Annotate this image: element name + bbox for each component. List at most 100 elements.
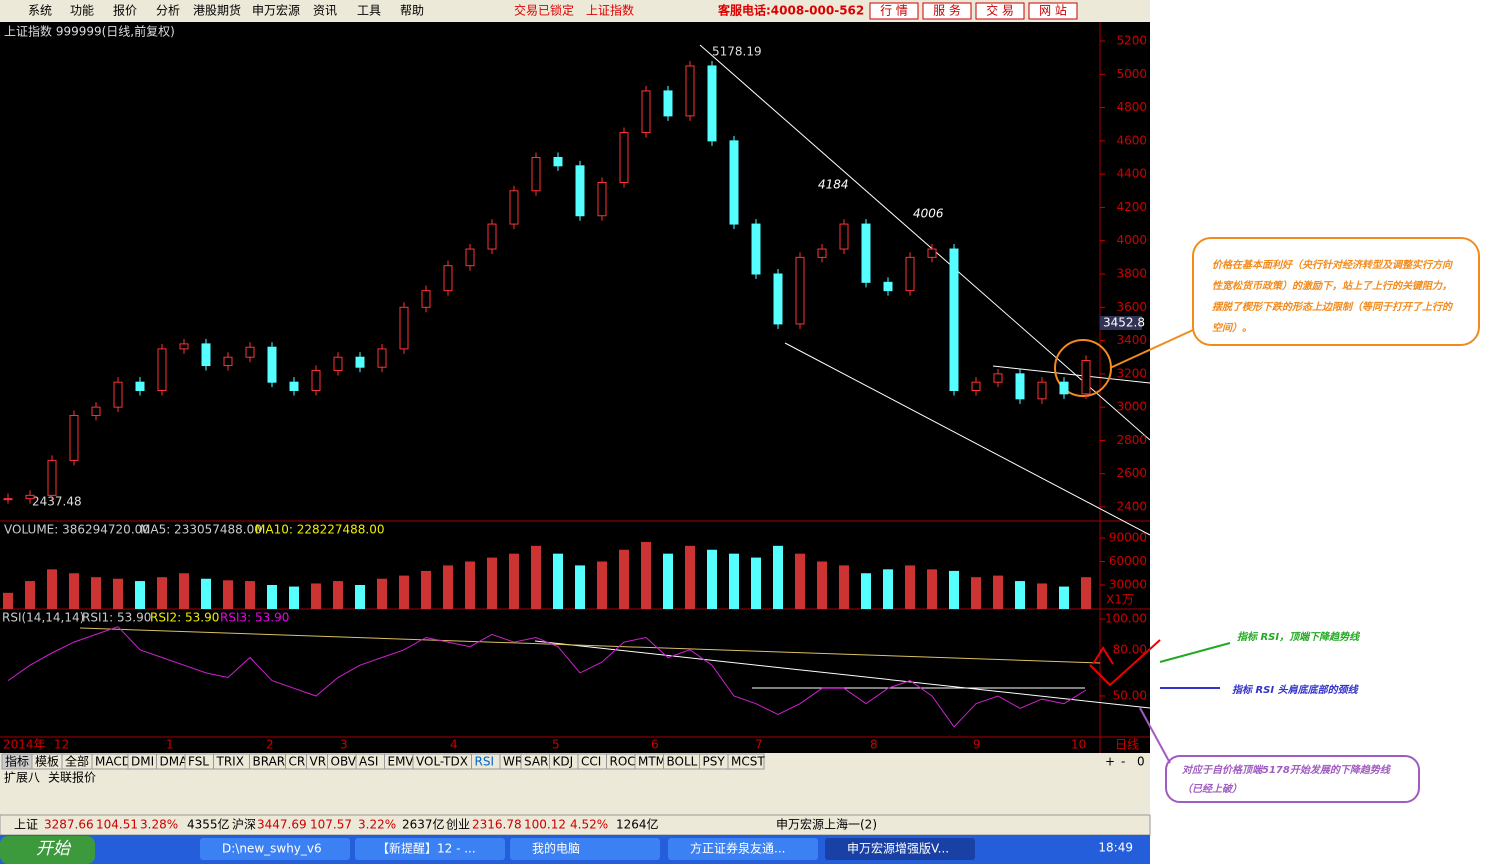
candle	[47, 459, 57, 496]
tab-label: KDJ	[553, 755, 574, 769]
candle	[817, 248, 827, 258]
status-item: 100.12	[524, 818, 566, 832]
low-label: 2437.48	[32, 495, 82, 509]
y-tick-label: 90000	[1109, 531, 1147, 545]
ext-tab[interactable]: 关联报价	[48, 770, 96, 785]
candle	[707, 65, 717, 142]
tab-label: WR	[503, 755, 523, 769]
volume-bar	[1015, 581, 1025, 609]
candle	[113, 381, 123, 408]
symbol-status: 上证指数	[586, 3, 634, 18]
menu-item[interactable]: 分析	[156, 4, 180, 18]
volume-bar	[531, 545, 541, 609]
menu-button[interactable]	[922, 2, 972, 20]
status-item: 2316.78	[472, 818, 522, 832]
volume-bar	[25, 581, 35, 609]
tab-control[interactable]: +	[1105, 755, 1115, 769]
volume-bar	[113, 578, 123, 609]
volume-bar	[289, 586, 299, 609]
menu-item[interactable]: 帮助	[400, 4, 424, 18]
trend-line	[534, 640, 1151, 709]
menu-item[interactable]: 功能	[70, 4, 94, 18]
task-window[interactable]	[355, 838, 505, 860]
volume-bar	[1037, 583, 1047, 609]
menu-item[interactable]: 港股期货	[193, 3, 241, 18]
task-window[interactable]	[825, 838, 975, 860]
status-item: 3.28%	[140, 818, 178, 832]
task-window[interactable]	[668, 838, 818, 860]
candle	[905, 256, 915, 292]
candle	[3, 498, 13, 501]
y-tick-label: 3600	[1116, 300, 1147, 314]
menu-item[interactable]: 资讯	[313, 4, 337, 18]
volume-bar	[465, 561, 475, 609]
menu-item[interactable]: 申万宏源	[252, 3, 300, 18]
menu-button[interactable]	[869, 2, 919, 20]
tab-label: RSI	[475, 755, 495, 769]
x-tick-label: 1	[166, 738, 174, 752]
y-tick-label: 4800	[1116, 100, 1147, 114]
tab-label: BOLL	[667, 755, 698, 769]
menu-button-label: 行 情	[880, 4, 908, 18]
peak-note: 4184	[818, 178, 849, 192]
tab-label: ROC	[610, 755, 636, 769]
status-item: 104.51	[96, 818, 138, 832]
x-tick-label: 10	[1071, 738, 1086, 752]
tab-label: DMI	[131, 755, 154, 769]
volume-bar	[949, 570, 959, 609]
task-window[interactable]	[200, 838, 350, 860]
tab-label: DMA	[160, 755, 189, 769]
y-tick-label: 5200	[1116, 34, 1147, 48]
y-tick-label: 3800	[1116, 267, 1147, 281]
candle	[289, 381, 299, 391]
current-price: 3452.8	[1103, 316, 1145, 330]
volume-bar	[333, 581, 343, 609]
menu-item[interactable]: 工具	[357, 4, 381, 18]
y-tick-label: 3000	[1116, 400, 1147, 414]
tab-label: 全部	[65, 754, 89, 769]
task-window[interactable]	[510, 838, 660, 860]
y-tick-label: 50.00	[1113, 689, 1147, 703]
rsi-header: RSI1: 53.90	[82, 611, 151, 625]
start-button[interactable]	[0, 836, 95, 864]
volume-bar	[201, 578, 211, 609]
volume-bar	[179, 573, 189, 609]
menu-button[interactable]	[975, 2, 1025, 20]
note-box	[1192, 237, 1480, 346]
start-label: 开始	[36, 839, 72, 859]
tab-control[interactable]: -	[1121, 755, 1125, 769]
x-tick-label: 6	[651, 738, 659, 752]
candle	[641, 90, 651, 134]
volume-header: MA10: 228227488.00	[255, 523, 385, 537]
volume-bar	[927, 569, 937, 609]
tab-control[interactable]: 0	[1137, 755, 1145, 769]
rsi-header: RSI2: 53.90	[150, 611, 219, 625]
menu-item[interactable]: 系统	[28, 4, 52, 18]
candle	[949, 248, 959, 391]
tab-label: MTM	[638, 755, 666, 769]
status-item: 2637亿	[402, 817, 445, 832]
x-tick-label: 12	[54, 738, 69, 752]
candle	[377, 348, 387, 368]
tab-label: ASI	[359, 755, 378, 769]
volume-unit: X1万	[1106, 593, 1134, 607]
note-text: 价格在基本面利好（央行针对经济转型及调整实行方向	[1212, 259, 1453, 271]
candle	[487, 223, 497, 250]
volume-bar	[971, 577, 981, 609]
menu-button[interactable]	[1028, 2, 1078, 20]
candle	[553, 157, 563, 167]
menu-item[interactable]: 报价	[113, 3, 137, 18]
lock-status: 交易已锁定	[514, 3, 574, 18]
volume-bar	[729, 553, 739, 609]
y-tick-label: 80.00	[1113, 642, 1147, 656]
ext-tab[interactable]: 扩展八	[4, 771, 40, 785]
volume-bar	[839, 565, 849, 609]
high-label: 5178.19	[712, 45, 762, 59]
clock: 18:49	[1098, 841, 1133, 855]
tab[interactable]	[727, 753, 765, 770]
candle	[333, 356, 343, 372]
x-tick-label: 2	[266, 738, 274, 752]
volume-bar	[245, 581, 255, 609]
arrow	[1159, 642, 1231, 663]
candle	[91, 406, 101, 416]
